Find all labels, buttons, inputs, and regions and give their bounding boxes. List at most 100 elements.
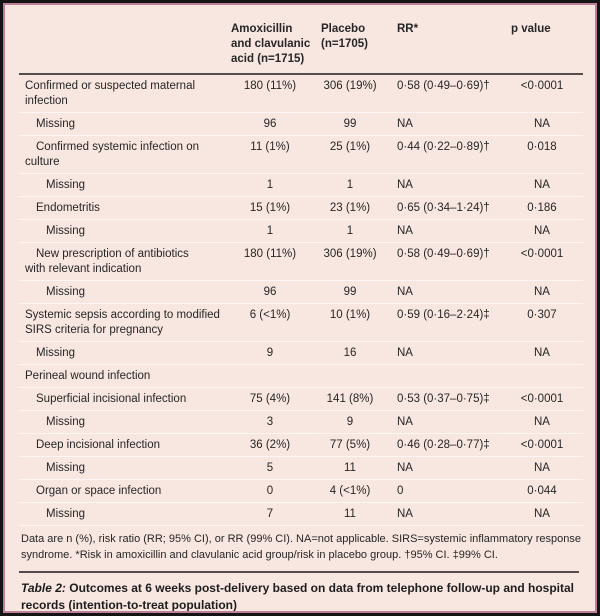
row-label-cell: Organ or space infection: [19, 479, 227, 503]
table-row: Endometritis 15 (1%) 23 (1%) 0·65 (0·34–…: [19, 196, 583, 220]
table-caption-label: Table 2:: [21, 581, 66, 595]
amoxicillin-value-cell: 1: [227, 173, 313, 197]
row-label-cell: Missing: [19, 502, 227, 525]
table-row: Systemic sepsis according to modified SI…: [19, 303, 583, 342]
header-row: Amoxicillin and clavulanic acid (n=1715)…: [19, 17, 583, 75]
placebo-value-cell: 306 (19%): [313, 73, 387, 113]
placebo-value-cell: 99: [313, 112, 387, 136]
rr-value-cell: [387, 364, 501, 388]
placebo-value-cell: 77 (5%): [313, 433, 387, 457]
outcomes-table: Amoxicillin and clavulanic acid (n=1715)…: [19, 17, 583, 525]
row-label-cell: Confirmed systemic infection on culture: [19, 135, 227, 174]
table-row: Missing 9 16 NA NA: [19, 341, 583, 365]
col-header-pvalue: p value: [501, 17, 583, 75]
amoxicillin-value-cell: 75 (4%): [227, 387, 313, 411]
placebo-value-cell: 23 (1%): [313, 196, 387, 220]
placebo-value-cell: 10 (1%): [313, 303, 387, 342]
amoxicillin-value-cell: 9: [227, 341, 313, 365]
amoxicillin-value-cell: 0: [227, 479, 313, 503]
row-label-cell: Systemic sepsis according to modified SI…: [19, 303, 227, 342]
col-header-placebo: Placebo (n=1705): [313, 17, 387, 75]
rr-value-cell: NA: [387, 456, 501, 480]
row-label-cell: Missing: [19, 219, 227, 243]
pvalue-cell: NA: [501, 219, 583, 243]
pvalue-cell: NA: [501, 341, 583, 365]
amoxicillin-value-cell: [227, 364, 313, 388]
amoxicillin-value-cell: 180 (11%): [227, 242, 313, 281]
amoxicillin-value-cell: 15 (1%): [227, 196, 313, 220]
table-caption: Table 2: Outcomes at 6 weeks post-delive…: [19, 573, 579, 612]
table-row: Missing 96 99 NA NA: [19, 280, 583, 304]
rr-value-cell: NA: [387, 502, 501, 525]
col-header-blank: [19, 17, 227, 75]
pvalue-cell: NA: [501, 173, 583, 197]
pvalue-cell: [501, 364, 583, 388]
placebo-value-cell: 1: [313, 219, 387, 243]
table-row: Confirmed systemic infection on culture …: [19, 135, 583, 174]
pvalue-cell: 0·186: [501, 196, 583, 220]
row-label-cell: Missing: [19, 112, 227, 136]
table-body: Confirmed or suspected maternal infectio…: [19, 73, 583, 525]
placebo-value-cell: 11: [313, 456, 387, 480]
pvalue-cell: NA: [501, 456, 583, 480]
rr-value-cell: NA: [387, 410, 501, 434]
row-label-cell: Deep incisional infection: [19, 433, 227, 457]
table-caption-text: Outcomes at 6 weeks post-delivery based …: [21, 581, 574, 612]
placebo-value-cell: 99: [313, 280, 387, 304]
col-header-amoxicillin: Amoxicillin and clavulanic acid (n=1715): [227, 17, 313, 75]
table-row: Missing 1 1 NA NA: [19, 173, 583, 197]
table-row: Perineal wound infection: [19, 364, 583, 388]
rr-value-cell: NA: [387, 112, 501, 136]
placebo-value-cell: 11: [313, 502, 387, 525]
rr-value-cell: NA: [387, 341, 501, 365]
row-label-cell: Missing: [19, 173, 227, 197]
pvalue-cell: NA: [501, 410, 583, 434]
pvalue-cell: 0·044: [501, 479, 583, 503]
pvalue-cell: 0·018: [501, 135, 583, 174]
placebo-value-cell: [313, 364, 387, 388]
col-header-rr: RR*: [387, 17, 501, 75]
amoxicillin-value-cell: 3: [227, 410, 313, 434]
table-row: Missing 96 99 NA NA: [19, 112, 583, 136]
row-label-cell: Confirmed or suspected maternal infectio…: [19, 73, 227, 113]
table-row: Confirmed or suspected maternal infectio…: [19, 73, 583, 113]
table-row: Missing 1 1 NA NA: [19, 219, 583, 243]
row-label-cell: Missing: [19, 456, 227, 480]
pvalue-cell: NA: [501, 280, 583, 304]
amoxicillin-value-cell: 1: [227, 219, 313, 243]
table-row: New prescription of antibiotics with rel…: [19, 242, 583, 281]
row-label-cell: Missing: [19, 410, 227, 434]
rr-value-cell: 0·58 (0·49–0·69)†: [387, 242, 501, 281]
placebo-value-cell: 4 (<1%): [313, 479, 387, 503]
row-label-cell: Missing: [19, 341, 227, 365]
placebo-value-cell: 25 (1%): [313, 135, 387, 174]
placebo-value-cell: 1: [313, 173, 387, 197]
rr-value-cell: NA: [387, 173, 501, 197]
placebo-value-cell: 9: [313, 410, 387, 434]
row-label-cell: Missing: [19, 280, 227, 304]
pvalue-cell: <0·0001: [501, 242, 583, 281]
row-label-cell: New prescription of antibiotics with rel…: [19, 242, 227, 281]
pvalue-cell: <0·0001: [501, 73, 583, 113]
table-row: Superficial incisional infection 75 (4%)…: [19, 387, 583, 411]
table-header: Amoxicillin and clavulanic acid (n=1715)…: [19, 17, 583, 75]
amoxicillin-value-cell: 36 (2%): [227, 433, 313, 457]
row-label-cell: Endometritis: [19, 196, 227, 220]
table-row: Missing 3 9 NA NA: [19, 410, 583, 434]
rr-value-cell: 0·59 (0·16–2·24)‡: [387, 303, 501, 342]
rr-value-cell: 0: [387, 479, 501, 503]
rr-value-cell: NA: [387, 280, 501, 304]
pvalue-cell: <0·0001: [501, 433, 583, 457]
rr-value-cell: 0·44 (0·22–0·89)†: [387, 135, 501, 174]
placebo-value-cell: 306 (19%): [313, 242, 387, 281]
rr-value-cell: NA: [387, 219, 501, 243]
table-row: Deep incisional infection 36 (2%) 77 (5%…: [19, 433, 583, 457]
amoxicillin-value-cell: 5: [227, 456, 313, 480]
row-label-cell: Superficial incisional infection: [19, 387, 227, 411]
rr-value-cell: 0·46 (0·28–0·77)‡: [387, 433, 501, 457]
amoxicillin-value-cell: 180 (11%): [227, 73, 313, 113]
placebo-value-cell: 16: [313, 341, 387, 365]
placebo-value-cell: 141 (8%): [313, 387, 387, 411]
table-row: Missing 5 11 NA NA: [19, 456, 583, 480]
